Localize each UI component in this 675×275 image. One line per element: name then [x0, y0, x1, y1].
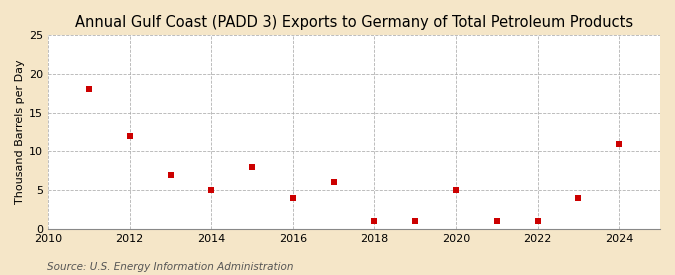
Point [369, 219, 380, 223]
Point [124, 134, 135, 138]
Point [410, 219, 421, 223]
Point [165, 172, 176, 177]
Point [614, 141, 624, 146]
Point [491, 219, 502, 223]
Point [84, 87, 95, 92]
Point [451, 188, 462, 192]
Point [288, 196, 298, 200]
Point [206, 188, 217, 192]
Point [328, 180, 339, 185]
Text: Source: U.S. Energy Information Administration: Source: U.S. Energy Information Administ… [47, 262, 294, 272]
Title: Annual Gulf Coast (PADD 3) Exports to Germany of Total Petroleum Products: Annual Gulf Coast (PADD 3) Exports to Ge… [75, 15, 633, 30]
Point [246, 164, 257, 169]
Y-axis label: Thousand Barrels per Day: Thousand Barrels per Day [15, 60, 25, 204]
Point [573, 196, 584, 200]
Point [532, 219, 543, 223]
